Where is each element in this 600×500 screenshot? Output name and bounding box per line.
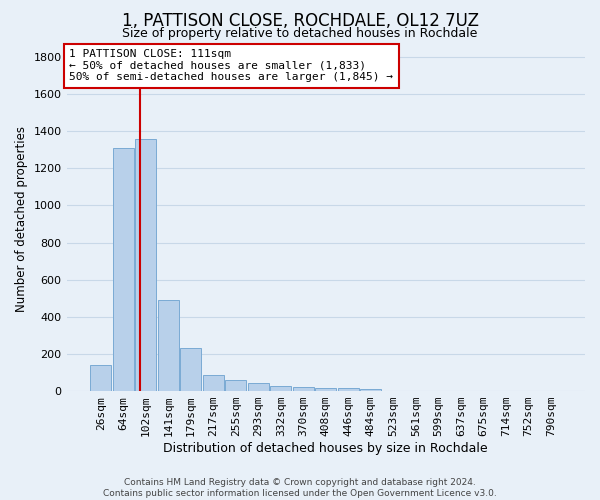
- Bar: [248, 382, 269, 391]
- Bar: [270, 386, 292, 391]
- Bar: [338, 388, 359, 391]
- Text: Contains HM Land Registry data © Crown copyright and database right 2024.
Contai: Contains HM Land Registry data © Crown c…: [103, 478, 497, 498]
- Bar: [135, 138, 157, 391]
- Bar: [158, 300, 179, 391]
- Bar: [225, 380, 247, 391]
- Bar: [293, 388, 314, 391]
- Bar: [315, 388, 337, 391]
- Bar: [360, 389, 382, 391]
- Text: 1, PATTISON CLOSE, ROCHDALE, OL12 7UZ: 1, PATTISON CLOSE, ROCHDALE, OL12 7UZ: [121, 12, 479, 30]
- X-axis label: Distribution of detached houses by size in Rochdale: Distribution of detached houses by size …: [163, 442, 488, 455]
- Text: Size of property relative to detached houses in Rochdale: Size of property relative to detached ho…: [122, 28, 478, 40]
- Text: 1 PATTISON CLOSE: 111sqm
← 50% of detached houses are smaller (1,833)
50% of sem: 1 PATTISON CLOSE: 111sqm ← 50% of detach…: [69, 49, 393, 82]
- Bar: [90, 365, 112, 391]
- Bar: [113, 148, 134, 391]
- Bar: [203, 376, 224, 391]
- Y-axis label: Number of detached properties: Number of detached properties: [15, 126, 28, 312]
- Bar: [180, 348, 202, 391]
